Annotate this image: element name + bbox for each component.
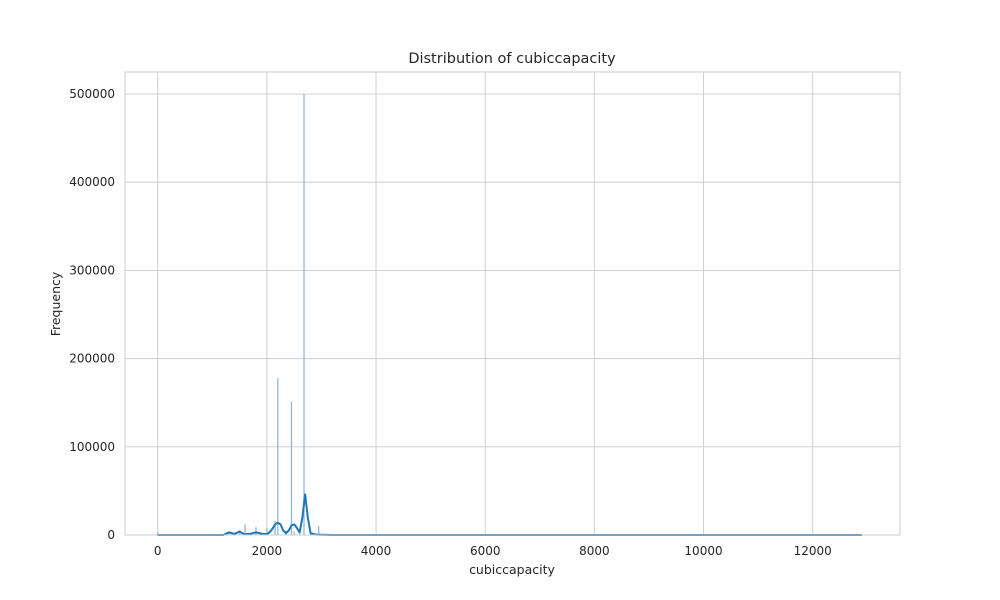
- histogram-bar: [157, 532, 159, 535]
- y-tick-label: 500000: [69, 87, 115, 101]
- histogram-bar: [238, 531, 241, 535]
- kde-curve-layer: [157, 493, 862, 536]
- plot-frame: [124, 71, 901, 536]
- x-tick-labels: 0 2000 4000 6000 8000 10000 12000: [154, 544, 832, 558]
- x-tick-label: 10000: [684, 544, 722, 558]
- x-axis-label: cubiccapacity: [469, 562, 555, 577]
- grid-lines: [125, 72, 900, 536]
- histogram-bar: [255, 527, 257, 535]
- histogram-bar: [293, 531, 295, 535]
- y-tick-label: 400000: [69, 175, 115, 189]
- histogram-bar: [228, 532, 230, 535]
- histogram-bar: [244, 524, 246, 535]
- histogram-bars: [157, 94, 863, 536]
- y-tick-label: 200000: [69, 352, 115, 366]
- y-tick-labels: 0 100000 200000 300000 400000 500000: [69, 87, 115, 542]
- histogram-bar: [277, 378, 279, 535]
- x-tick-label: 0: [154, 544, 162, 558]
- chart-title: Distribution of cubiccapacity: [408, 51, 616, 67]
- histogram-bar: [290, 401, 293, 535]
- y-tick-label: 300000: [69, 263, 115, 277]
- x-tick-label: 2000: [252, 544, 283, 558]
- histogram-bar: [274, 520, 276, 535]
- histogram-bar: [318, 526, 320, 535]
- y-tick-label: 100000: [69, 440, 115, 454]
- kde-curve: [157, 493, 862, 536]
- histogram-bar: [266, 527, 268, 535]
- x-tick-label: 12000: [794, 544, 832, 558]
- x-tick-label: 8000: [579, 544, 610, 558]
- histogram-bar: [303, 94, 305, 536]
- x-tick-label: 6000: [470, 544, 501, 558]
- x-tick-label: 4000: [361, 544, 392, 558]
- y-tick-label: 0: [107, 528, 115, 542]
- y-axis-label: Frequency: [48, 271, 63, 336]
